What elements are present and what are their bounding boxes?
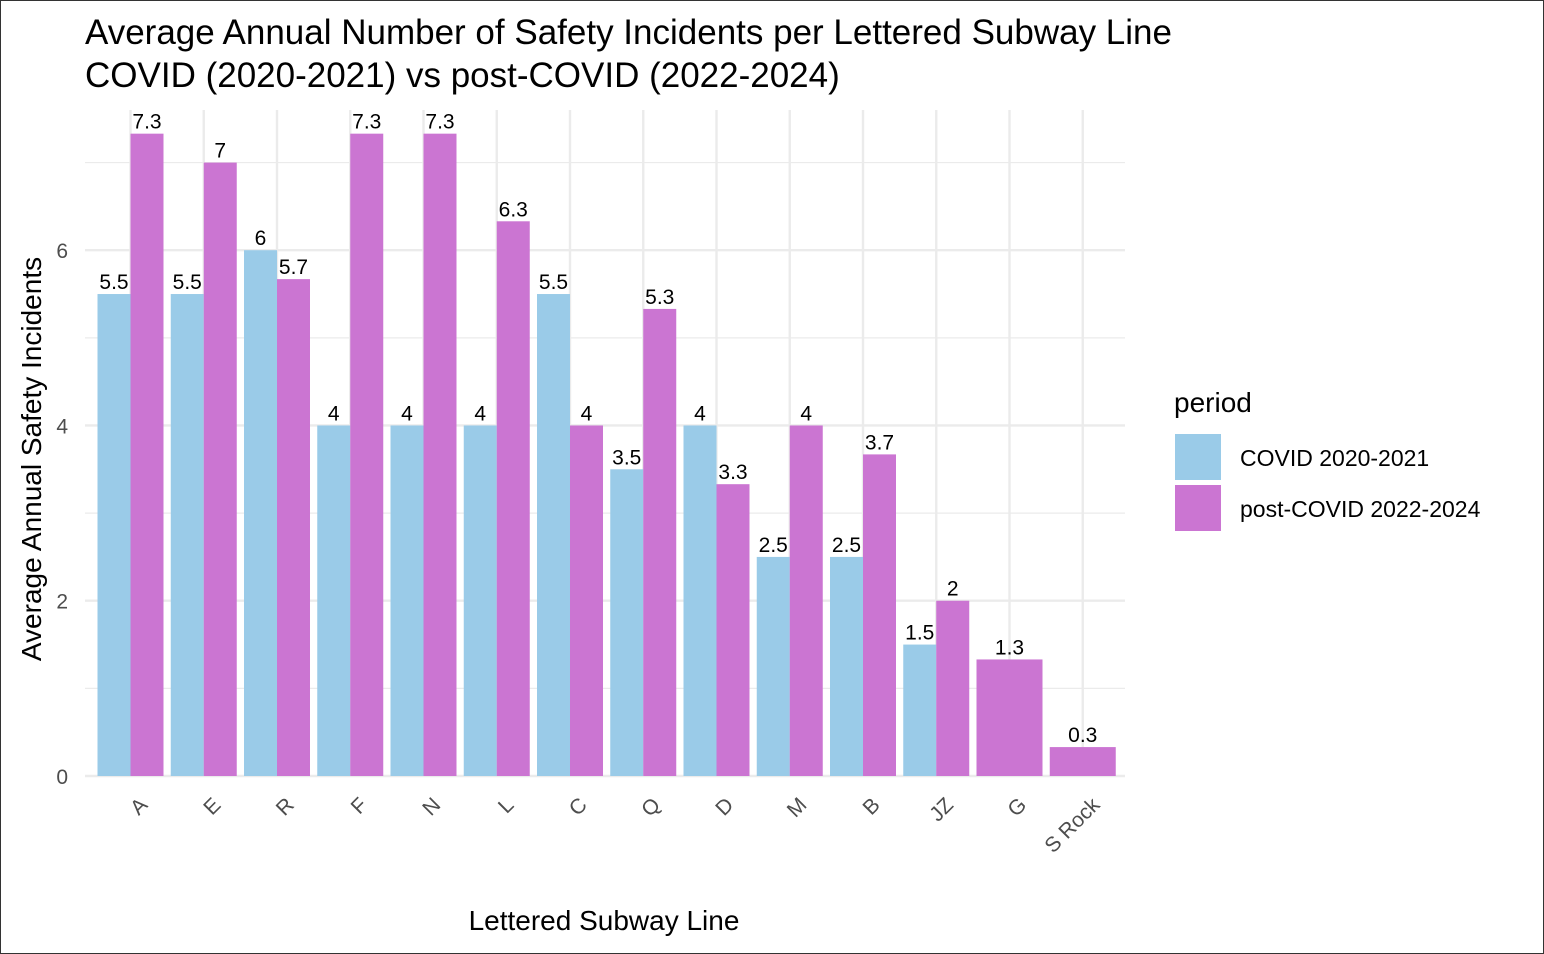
bar-covid-b <box>830 556 863 776</box>
data-label: 2 <box>947 578 959 601</box>
legend: period COVID 2020-2021 post-COVID 2022-2… <box>1174 387 1481 531</box>
x-tick-label: R <box>272 793 299 820</box>
data-label: 6.3 <box>499 198 528 221</box>
data-label: 4 <box>800 402 812 425</box>
data-label: 6 <box>255 227 267 250</box>
legend-label-post-covid: post-COVID 2022-2024 <box>1240 496 1481 522</box>
bar-post-covid-a <box>130 133 164 776</box>
bar-covid-r <box>244 250 277 777</box>
data-label: 4 <box>328 402 340 425</box>
bar-covid-n <box>390 425 424 776</box>
data-label: 4 <box>474 402 486 425</box>
data-label: 5.5 <box>173 271 202 294</box>
y-tick-label: 0 <box>56 766 68 789</box>
bar-post-covid-n <box>423 133 457 776</box>
bar-post-covid-m <box>789 425 823 776</box>
data-label: 3.7 <box>865 431 894 454</box>
x-tick-label: M <box>783 793 812 822</box>
data-label: 5.5 <box>99 271 128 294</box>
data-label: 2.5 <box>832 534 861 557</box>
x-tick-label: A <box>126 793 152 819</box>
bar-post-covid-g <box>976 659 1043 776</box>
data-labels: 5.5 5.5 6 4 4 4 5.5 3.5 4 2.5 2.5 1.5 7.3 7 5.7 7.3 7.3 6… <box>99 111 1097 747</box>
legend-swatch-post-covid <box>1175 485 1221 531</box>
x-tick-label: F <box>347 793 372 818</box>
y-tick-label: 6 <box>56 240 68 263</box>
x-tick-label: Q <box>637 793 665 821</box>
bar-post-covid-c <box>570 425 603 776</box>
data-label: 5.7 <box>279 256 308 279</box>
data-label: 7.3 <box>352 111 381 134</box>
x-tick-label: L <box>494 793 519 818</box>
legend-label-covid: COVID 2020-2021 <box>1240 445 1429 471</box>
bar-covid-c <box>537 294 570 776</box>
data-label: 4 <box>694 402 706 425</box>
bar-covid-e <box>170 294 204 776</box>
data-label: 1.3 <box>995 636 1024 659</box>
data-label: 1.5 <box>905 622 934 645</box>
bar-post-covid-b <box>863 454 896 776</box>
x-tick-label: C <box>565 793 592 820</box>
x-axis-ticks: A E R F N L C Q D M B JZ G S Rock <box>126 793 1105 857</box>
chart-title: Average Annual Number of Safety Incident… <box>85 13 1172 52</box>
bar-covid-a <box>97 294 131 776</box>
chart-subtitle: COVID (2020-2021) vs post-COVID (2022-20… <box>85 56 840 95</box>
data-label: 2.5 <box>759 534 788 557</box>
data-label: 5.5 <box>539 271 568 294</box>
legend-title: period <box>1174 387 1252 418</box>
bar-covid-m <box>756 556 790 776</box>
bar-post-covid-q <box>643 308 677 776</box>
data-label: 4 <box>401 402 413 425</box>
bar-post-covid-e <box>203 162 237 776</box>
bar-covid-d <box>683 425 717 776</box>
bar-covid-jz <box>903 644 937 776</box>
data-label: 3.3 <box>718 461 747 484</box>
data-label: 4 <box>581 402 593 425</box>
x-tick-label: D <box>711 793 738 820</box>
x-tick-label: N <box>418 793 445 820</box>
data-label: 5.3 <box>645 286 674 309</box>
data-label: 7 <box>214 140 226 163</box>
data-label: 7.3 <box>425 111 454 134</box>
x-tick-label: JZ <box>925 793 958 826</box>
x-tick-label: S Rock <box>1040 793 1104 857</box>
x-tick-label: E <box>199 793 225 819</box>
y-axis-title: Average Annual Safety Incidents <box>16 257 47 661</box>
y-axis-ticks: 0 2 4 6 <box>56 240 68 789</box>
data-label: 0.3 <box>1068 724 1097 747</box>
bar-post-covid-s-rock <box>1049 747 1116 776</box>
x-axis-title: Lettered Subway Line <box>469 905 740 936</box>
data-label: 7.3 <box>132 111 161 134</box>
bar-post-covid-jz <box>936 600 970 776</box>
bar-covid-f <box>317 425 351 776</box>
bar-post-covid-d <box>716 484 750 776</box>
legend-swatch-covid <box>1175 434 1221 480</box>
data-label: 3.5 <box>612 446 641 469</box>
bar-post-covid-l <box>496 221 530 776</box>
x-tick-label: B <box>859 793 885 819</box>
y-tick-label: 2 <box>56 591 68 614</box>
y-tick-label: 4 <box>56 415 68 438</box>
bar-covid-l <box>463 425 497 776</box>
bar-covid-q <box>610 469 644 776</box>
bar-post-covid-r <box>277 279 310 776</box>
x-tick-label: G <box>1003 793 1031 821</box>
bars <box>97 133 1116 777</box>
bar-post-covid-f <box>350 133 384 776</box>
